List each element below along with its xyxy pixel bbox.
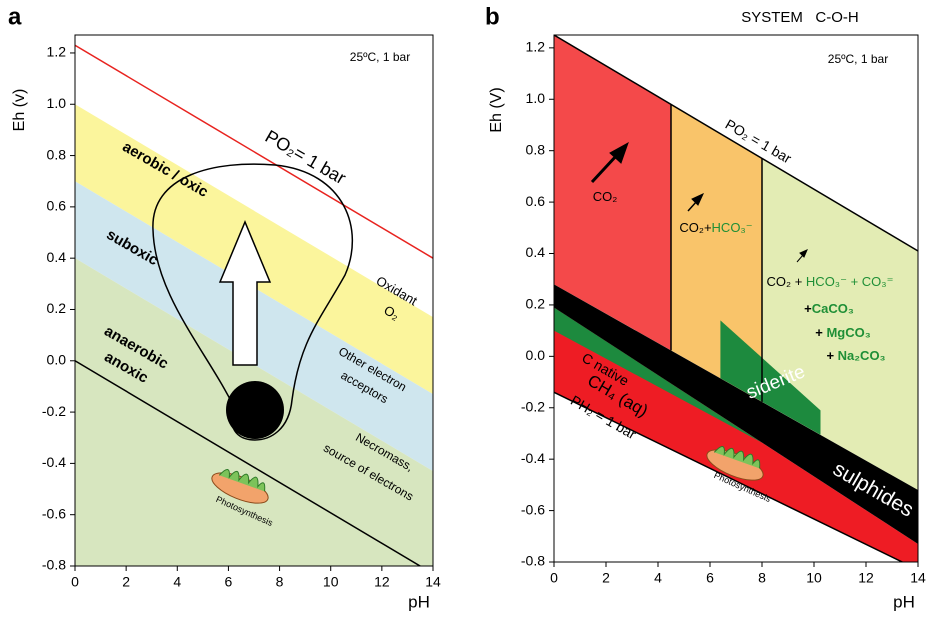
- x-tick-label: 0: [550, 570, 558, 586]
- annotation-run: CO₂: [593, 189, 618, 204]
- y-tick-label: 0.8: [47, 146, 67, 162]
- y-axis-label: Eh (v): [11, 89, 28, 132]
- x-tick-label: 2: [602, 570, 610, 586]
- y-tick-label: 0.6: [526, 193, 546, 209]
- x-tick-label: 6: [706, 570, 714, 586]
- y-tick-label: -0.8: [521, 553, 545, 569]
- x-tick-label: 4: [654, 570, 662, 586]
- annotation: CO₂: [593, 189, 618, 204]
- x-axis-label: pH: [893, 592, 915, 611]
- x-tick-label: 10: [806, 570, 822, 586]
- chart-title: SYSTEM C-O-H: [741, 9, 859, 26]
- y-tick-label: -0.8: [42, 557, 66, 573]
- annotation-run: +: [826, 348, 837, 363]
- y-tick-label: 0.0: [47, 351, 67, 367]
- x-tick-label: 8: [758, 570, 766, 586]
- y-tick-label: 1.2: [526, 39, 546, 55]
- x-tick-label: 4: [173, 574, 181, 590]
- annotation-run: +: [815, 325, 826, 340]
- annotation: PO₂= 1 bar: [262, 126, 350, 188]
- annotation: 25ºC, 1 bar: [828, 52, 888, 66]
- y-tick-label: 1.0: [47, 95, 67, 111]
- figure: 0 2 4 6 8 10 12 14 -0.8 -0.6 -0.4 -0.2 0.0 0.2 0.4 0.6 0…: [0, 0, 937, 617]
- y-tick-label: 0.0: [526, 347, 546, 363]
- annotation-run: Na₂CO₃: [838, 348, 886, 363]
- panel-label: a: [8, 3, 22, 30]
- annotation: + MgCO₃: [815, 325, 871, 340]
- annotation-run: CO₂ +: [767, 274, 806, 289]
- y-tick-label: -0.2: [42, 403, 66, 419]
- annotation-run: MgCO₃: [826, 325, 870, 340]
- x-tick-label: 12: [374, 574, 390, 590]
- annotation: CO₂ + HCO₃⁻ + CO₃⁼: [767, 274, 894, 289]
- y-tick-label: -0.2: [521, 398, 545, 414]
- y-tick-label: 0.6: [47, 198, 67, 214]
- annotation: CO₂+HCO₃⁻: [679, 220, 752, 235]
- annotation-run: CO₂+: [679, 220, 711, 235]
- y-tick-label: -0.4: [521, 450, 545, 466]
- y-tick-label: 0.8: [526, 141, 546, 157]
- y-tick-label: 0.2: [526, 296, 546, 312]
- annotation-run: CaCO₃: [812, 301, 854, 316]
- x-tick-label: 6: [225, 574, 233, 590]
- y-tick-label: 0.4: [47, 249, 67, 265]
- x-tick-label: 12: [858, 570, 874, 586]
- panel-label: b: [485, 3, 500, 30]
- annotation-run: 25ºC, 1 bar: [350, 50, 410, 64]
- annotation: 25ºC, 1 bar: [350, 50, 410, 64]
- y-tick-label: 1.0: [526, 90, 546, 106]
- y-tick-label: 1.2: [47, 44, 67, 60]
- x-axis-label: pH: [408, 592, 430, 611]
- x-tick-label: 0: [71, 574, 79, 590]
- x-tick-label: 10: [323, 574, 339, 590]
- x-tick-label: 14: [910, 570, 926, 586]
- x-tick-label: 8: [276, 574, 284, 590]
- annotation: + Na₂CO₃: [826, 348, 885, 363]
- annotation-run: PO₂= 1 bar: [262, 126, 350, 188]
- annotation: +CaCO₃: [804, 301, 854, 316]
- annotation-run: HCO₃⁻: [712, 220, 753, 235]
- y-tick-label: 0.4: [526, 244, 546, 260]
- annotation-run: HCO₃⁻ + CO₃⁼: [806, 274, 894, 289]
- x-tick-label: 2: [122, 574, 130, 590]
- x-tick-label: 14: [425, 574, 441, 590]
- y-tick-label: -0.6: [521, 501, 545, 517]
- y-tick-label: -0.6: [42, 505, 66, 521]
- y-tick-label: -0.4: [42, 454, 66, 470]
- y-axis-label: Eh (V): [488, 87, 505, 132]
- y-tick-label: 0.2: [47, 300, 67, 316]
- annotation-run: 25ºC, 1 bar: [828, 52, 888, 66]
